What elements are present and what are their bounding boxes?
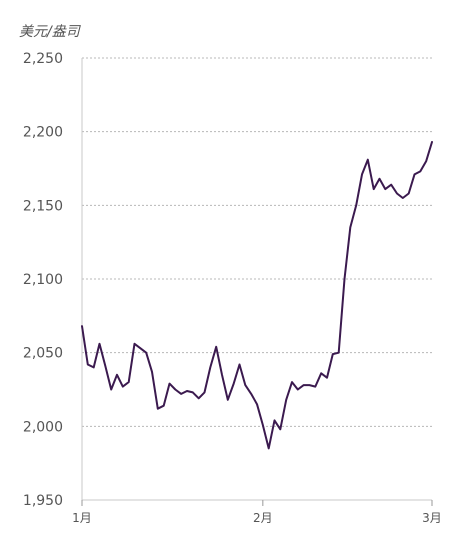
y-tick-label: 2,050: [23, 346, 63, 362]
y-tick-labels: 1,950 2,000 2,050 2,100 2,150 2,200 2,250: [23, 51, 63, 509]
y-tick-label: 2,150: [23, 198, 63, 214]
axes: [81, 58, 433, 506]
y-tick-label: 2,200: [23, 125, 63, 141]
x-tick-label: 3月: [422, 511, 442, 525]
series-group: [81, 141, 433, 450]
y-tick-label: 1,950: [23, 493, 63, 509]
y-tick-label: 2,100: [23, 272, 63, 288]
gridlines: [82, 57, 432, 427]
x-tick-label: 1月: [72, 511, 92, 525]
series-line: [81, 141, 433, 450]
y-tick-label: 2,250: [23, 51, 63, 67]
y-tick-label: 2,000: [23, 419, 63, 435]
x-tick-label: 2月: [253, 511, 273, 525]
y-axis-unit-label: 美元/盎司: [19, 24, 80, 40]
x-tick-labels: 1月 2月 3月: [72, 511, 442, 525]
